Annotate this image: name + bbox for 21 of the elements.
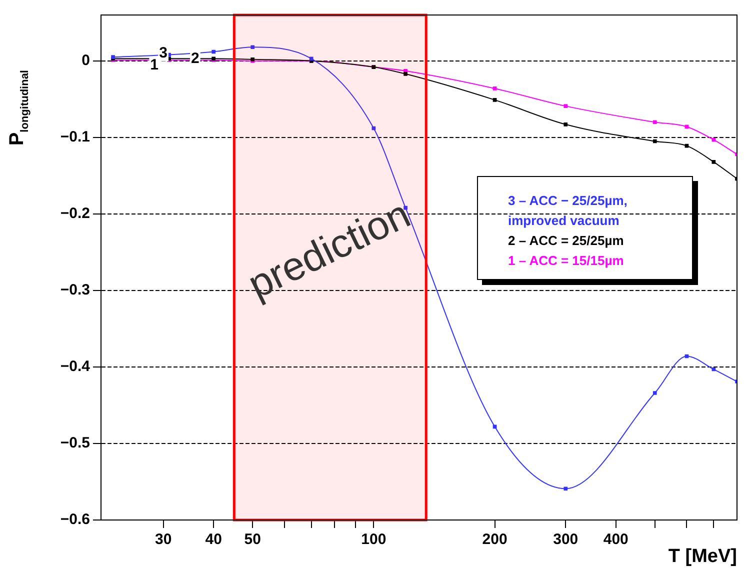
x-tick-label: 300 (553, 531, 578, 548)
x-tick-label: 400 (603, 531, 628, 548)
y-tick-label: −0.2 (60, 205, 90, 222)
y-tick-label: −0.1 (60, 128, 90, 146)
annotation: 3 (159, 44, 168, 62)
annotation: 1 (150, 56, 159, 74)
y-tick-label: −0.5 (60, 434, 90, 452)
x-tick-label: 50 (244, 531, 261, 548)
x-tick-label: 30 (154, 531, 172, 548)
x-tick-label: 200 (482, 531, 508, 548)
x-tick-label: 40 (205, 531, 222, 548)
y-tick-label: −0.3 (60, 282, 90, 299)
text: 1 – ACC = 15/15µm (508, 252, 625, 270)
x-axis-title: T [MeV] (668, 546, 737, 567)
y-tick-label: 0 (82, 52, 90, 70)
x-tick-label: 100 (361, 531, 386, 548)
y-tick-label: −0.6 (60, 511, 90, 528)
text: 3 – ACC − 25/25µm, improved vacuum (508, 192, 628, 230)
annotation: 2 (191, 50, 200, 67)
y-tick-label: −0.4 (60, 358, 91, 376)
text: 2 – ACC = 25/25µm (508, 232, 625, 250)
